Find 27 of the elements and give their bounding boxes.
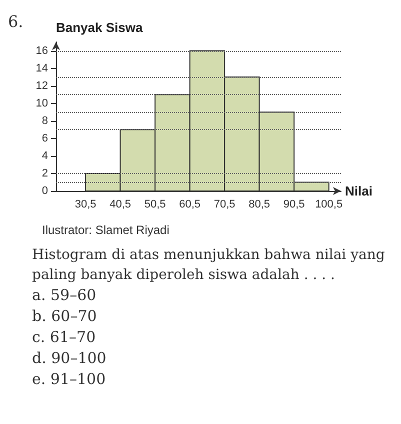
text: d. 90–100 (32, 348, 108, 369)
x-tick-label: 50,5 (144, 198, 166, 210)
x-tick-label: 100,5 (315, 198, 343, 210)
y-tick-label: 6 (42, 132, 48, 144)
x-tick-label: 80,5 (248, 198, 270, 210)
text: a. 59–60 (32, 285, 98, 306)
text: c. 61–70 (32, 327, 97, 348)
y-tick-label: 8 (42, 114, 48, 127)
x-axis-title: Nilai (345, 184, 372, 198)
y-tick-label: 14 (36, 62, 48, 74)
y-tick-label: 0 (42, 185, 48, 197)
text: b. 60–70 (32, 306, 98, 327)
text: e. 91–100 (32, 369, 107, 390)
y-tick-label: 2 (42, 167, 48, 180)
x-tick-label: 30,5 (74, 198, 96, 210)
y-tick-label: 10 (36, 97, 48, 110)
y-tick-label: 16 (36, 44, 48, 57)
text: 6. (8, 12, 24, 31)
text: Ilustrator: Slamet Riyadi (42, 223, 170, 237)
y-axis-title: Banyak Siswa (56, 20, 144, 35)
x-tick-label: 60,5 (179, 198, 201, 210)
x-tick-label: 90,5 (283, 198, 305, 210)
y-tick-label: 12 (36, 80, 48, 92)
x-tick-label: 70,5 (214, 198, 236, 210)
y-tick-label: 4 (42, 150, 48, 162)
x-tick-label: 40,5 (110, 198, 132, 210)
text: Histogram di atas menunjukkan bahwa nilai yang paling banyak diperoleh siswa adalah . . . . (32, 246, 386, 285)
